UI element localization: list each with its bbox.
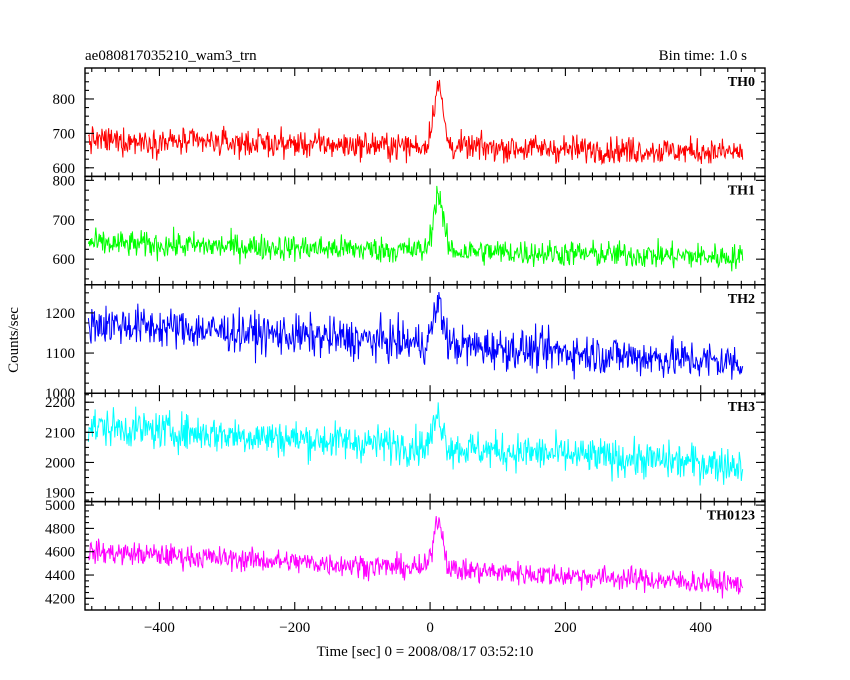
x-tick-label: 400 [689,620,712,636]
x-axis-label: Time [sec] 0 = 2008/08/17 03:52:10 [317,644,534,660]
y-tick-label: 1200 [45,306,75,322]
y-tick-label: 600 [53,161,76,177]
y-tick-label: 4600 [45,545,75,561]
panel-label: TH2 [728,292,755,307]
y-axis-label: Counts/sec [6,307,22,373]
y-tick-label: 700 [53,213,76,229]
y-tick-label: 5000 [45,498,75,514]
series-line-th1 [87,185,744,272]
panel-label: TH0123 [707,509,755,524]
y-tick-label: 1900 [45,486,75,502]
y-tick-label: 1100 [46,346,75,362]
chart-subtitle: Bin time: 1.0 s [659,48,748,64]
panel-th0123: 4200 4400 4600 4800 5000 TH0123 [45,498,766,611]
panel-label: TH3 [728,400,755,415]
panel-label: TH0 [728,75,755,90]
panel-frame [84,67,766,178]
x-tick-label: −400 [144,620,175,636]
y-tick-label: 800 [53,92,76,108]
y-tick-label: 600 [53,252,76,268]
series-line-th3 [87,402,744,486]
series-line-th0123 [87,516,744,599]
panel-th0: 600 700 800 TH0 [53,67,766,178]
x-tick-label: −200 [279,620,310,636]
series-line-th2 [87,291,744,380]
y-tick-label: 2000 [45,455,75,471]
panel-frame [84,500,766,611]
y-tick-label: 2200 [45,395,75,411]
y-tick-label: 4200 [45,591,75,607]
y-tick-label: 800 [53,173,76,189]
panel-label: TH1 [728,183,755,198]
chart-title: ae080817035210_wam3_trn [85,48,257,64]
y-tick-label: 4400 [45,568,75,584]
panel-th2: 1000 1100 1200 TH2 [45,284,766,402]
x-tick-label: 200 [554,620,577,636]
x-tick-label: 0 [426,620,434,636]
y-tick-label: 700 [53,126,76,142]
y-tick-label: 2100 [45,425,75,441]
y-tick-label: 4800 [45,521,75,537]
panel-th1: 600 700 800 TH1 [53,173,766,286]
series-line-th0 [88,79,744,166]
panels-group: 600700800TH0600700800TH1100011001200TH21… [45,67,766,611]
x-axis: −400 −200 0 200 400 [144,620,712,636]
panel-th3: 1900 2000 2100 2200 TH3 [45,392,766,503]
y-tick-label: 1000 [45,386,75,402]
panel-frame [84,175,766,286]
